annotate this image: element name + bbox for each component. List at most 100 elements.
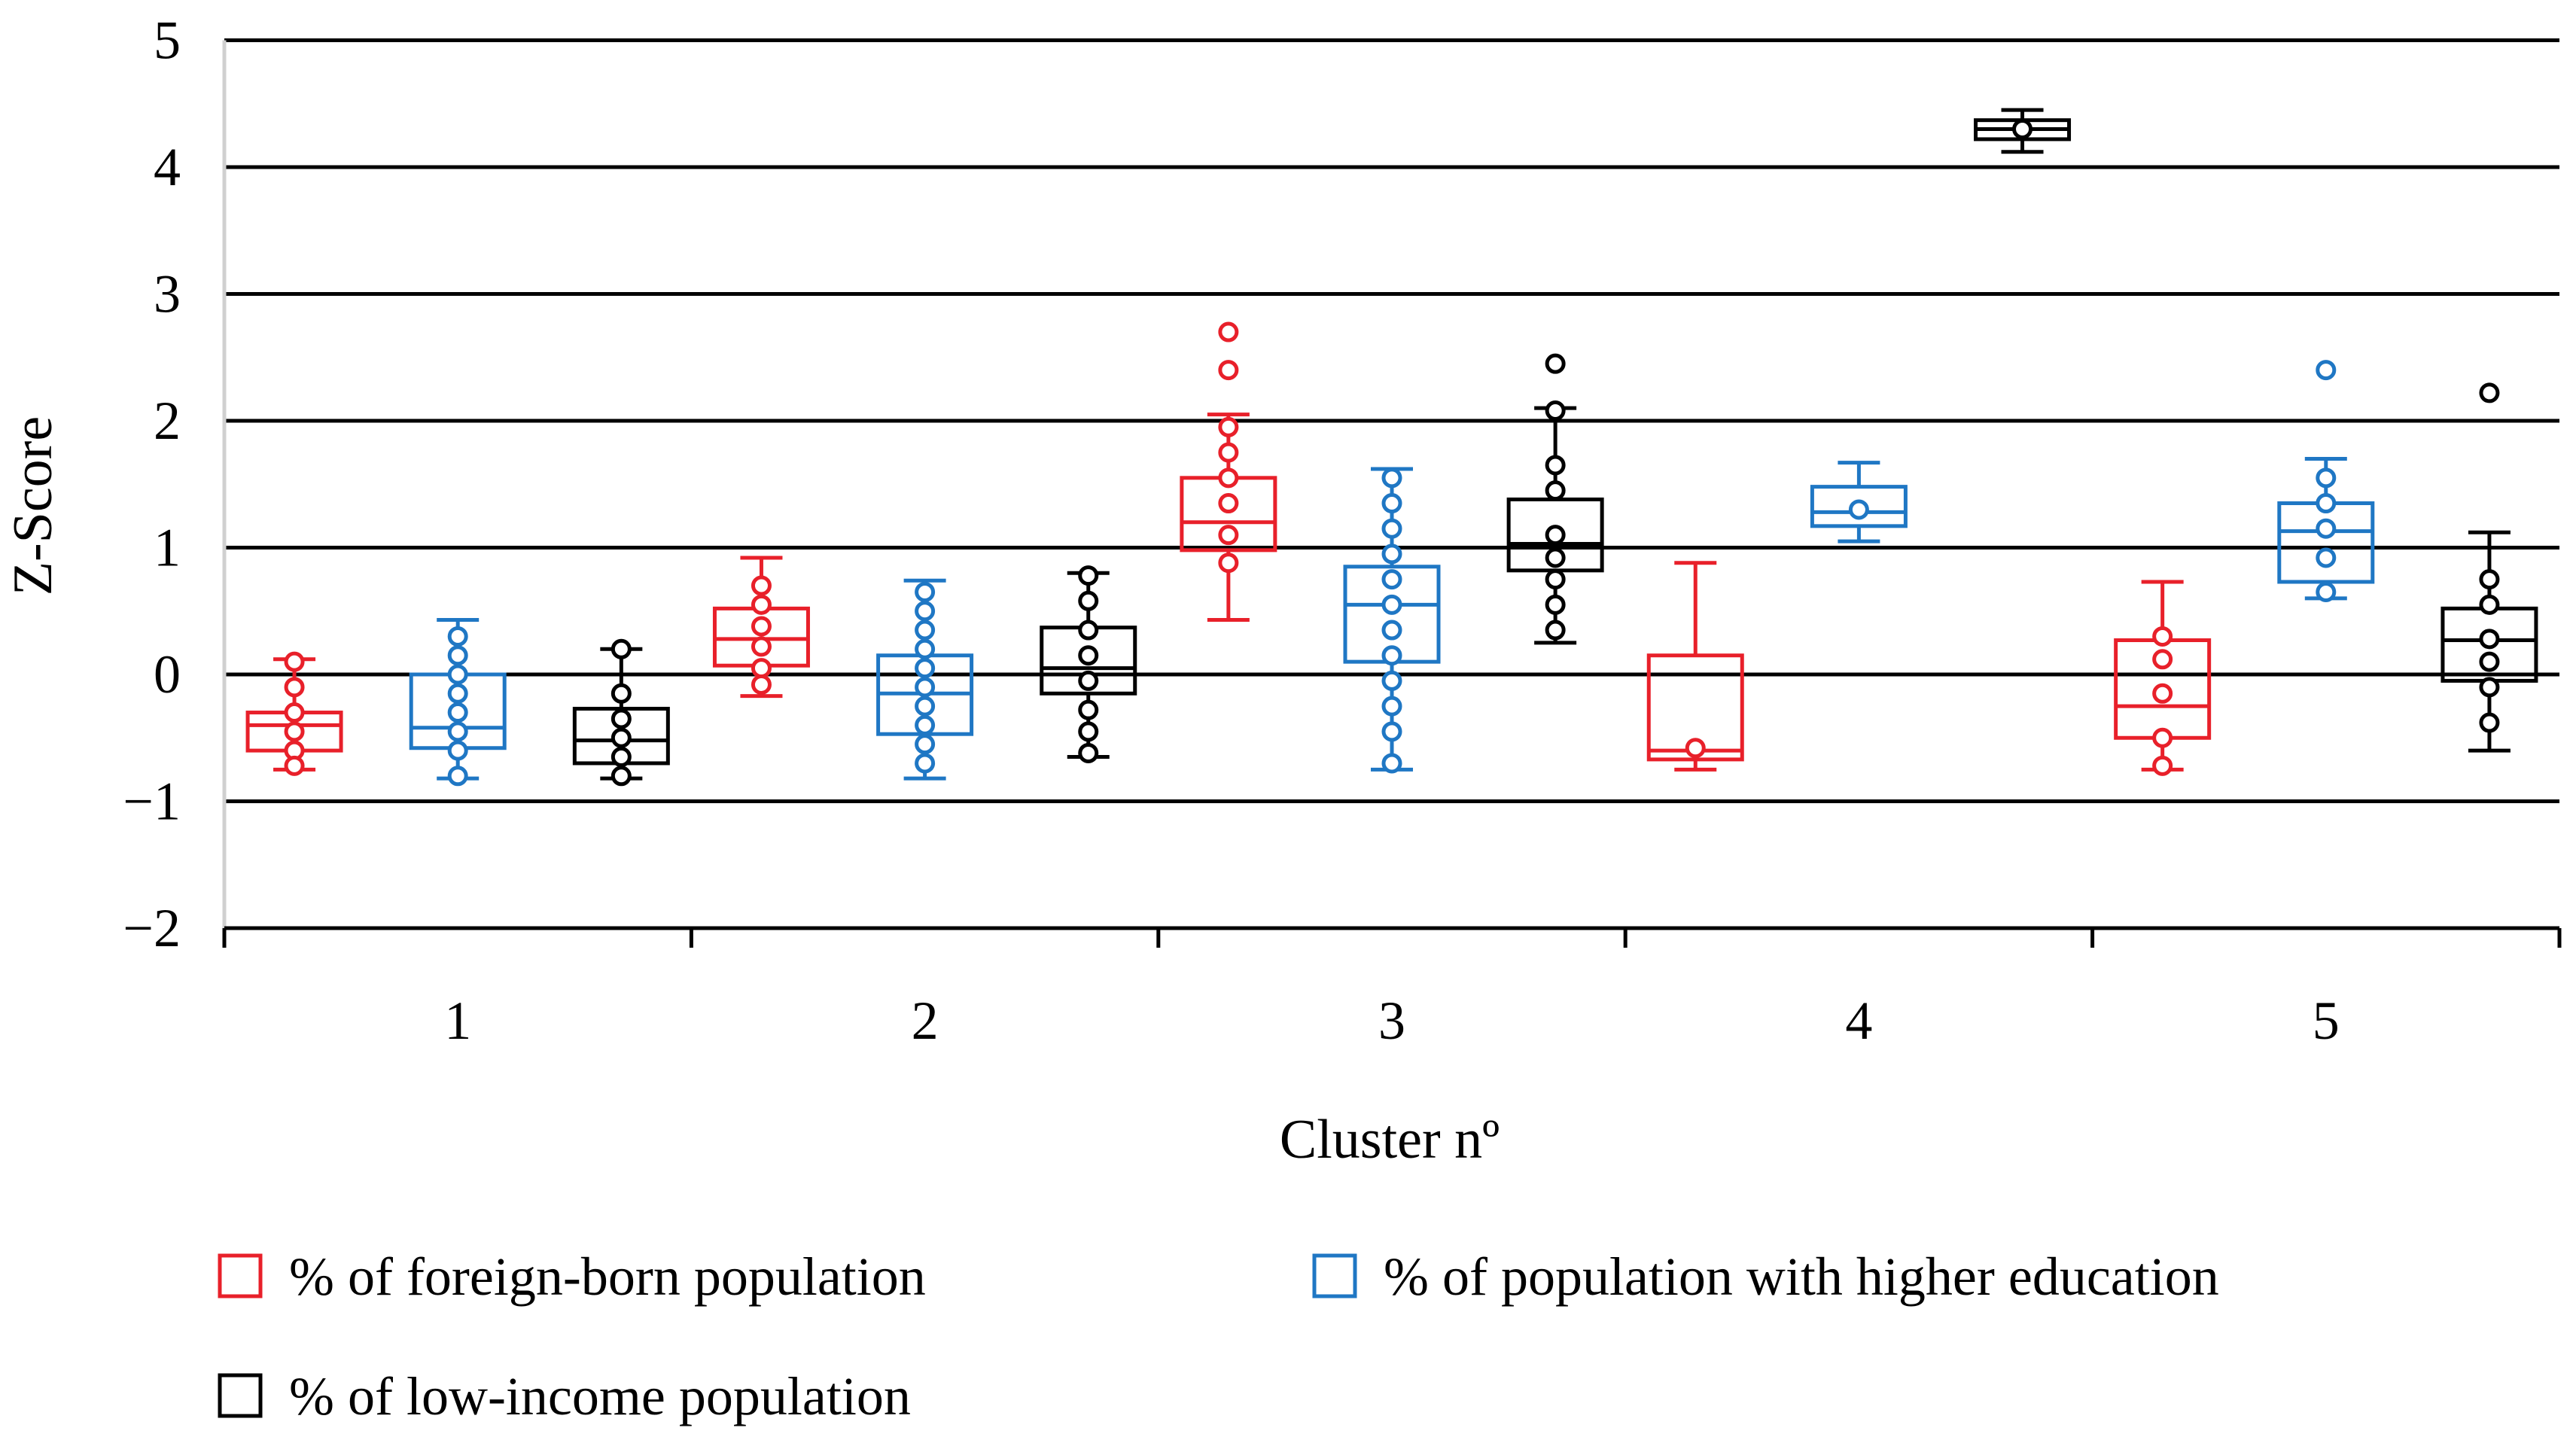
legend: % of foreign-born population % of populat… (218, 1247, 2219, 1426)
data-point (1218, 321, 1239, 342)
data-point (1381, 543, 1402, 565)
data-point (915, 658, 936, 679)
data-point (2152, 683, 2173, 704)
box-series1-cluster-2 (712, 556, 810, 699)
legend-item-1: % of foreign-born population (218, 1247, 926, 1307)
box-series3-cluster-1 (572, 638, 670, 787)
data-point (2012, 118, 2033, 139)
box-iqr (2277, 501, 2375, 584)
data-point (915, 753, 936, 774)
axes: 5 4 3 2 1 0 −1 −2 1 2 3 4 5 (123, 11, 2562, 1051)
data-point (1381, 467, 1402, 489)
data-point (1218, 360, 1239, 381)
data-point (447, 721, 468, 742)
data-point (1381, 721, 1402, 742)
data-point (751, 594, 772, 615)
data-point (284, 755, 305, 776)
y-tick-label-4: 4 (154, 137, 181, 197)
data-point (751, 575, 772, 596)
data-point (1381, 645, 1402, 666)
data-point (2316, 493, 2337, 514)
x-tick-label-5: 5 (2313, 991, 2340, 1051)
box-series3-cluster-4 (1974, 108, 2072, 154)
data-point (1545, 569, 1566, 590)
data-point (2316, 547, 2337, 568)
data-point (1381, 493, 1402, 514)
data-point (1218, 525, 1239, 546)
data-point (284, 702, 305, 723)
data-point (447, 740, 468, 761)
data-point (1078, 699, 1099, 720)
data-point (1078, 670, 1099, 691)
data-point (1381, 569, 1402, 590)
y-tick-label-5: 5 (154, 11, 181, 71)
data-point (2479, 629, 2500, 650)
data-point (2152, 727, 2173, 748)
data-point (1545, 525, 1566, 546)
data-point (611, 708, 632, 729)
legend-label: % of foreign-born population (289, 1247, 926, 1307)
y-tick-label-3: 3 (154, 264, 181, 324)
y-tick-label--1: −1 (123, 772, 181, 832)
data-point (1078, 565, 1099, 586)
data-point (2479, 382, 2500, 403)
data-point (284, 721, 305, 742)
x-tick-label-1: 1 (444, 991, 471, 1051)
series-3 (572, 108, 2538, 787)
data-point (447, 702, 468, 723)
data-point (284, 677, 305, 698)
data-point (447, 626, 468, 647)
axis-labels: Cluster nº Z-Score (2, 416, 1500, 1171)
data-point (1218, 416, 1239, 437)
data-point (915, 620, 936, 641)
data-point (1078, 742, 1099, 763)
data-point (2316, 360, 2337, 381)
data-point (751, 636, 772, 657)
data-point (447, 766, 468, 787)
data-point (1848, 499, 1869, 520)
data-point (2479, 569, 2500, 590)
box-series1-cluster-1 (245, 651, 343, 776)
data-point (1078, 590, 1099, 611)
box-series2-cluster-3 (1343, 467, 1441, 774)
data-point (1218, 467, 1239, 489)
x-tick-label-2: 2 (912, 991, 939, 1051)
data-point (1545, 455, 1566, 476)
data-point (1381, 594, 1402, 615)
data-point (2152, 626, 2173, 647)
data-point (611, 766, 632, 787)
data-point (2479, 677, 2500, 698)
box-iqr (1646, 653, 1744, 762)
data-point (284, 651, 305, 672)
data-point (1381, 518, 1402, 539)
x-tick-label-4: 4 (1845, 991, 1872, 1051)
data-point (2152, 649, 2173, 670)
data-point (1381, 670, 1402, 691)
data-point (1218, 553, 1239, 574)
box-series2-cluster-1 (409, 618, 507, 787)
data-point (1381, 696, 1402, 717)
legend-item-2: % of population with higher education (1312, 1247, 2219, 1307)
data-point (915, 638, 936, 659)
box-iqr (1810, 485, 1908, 528)
box-series1-cluster-5 (2114, 580, 2212, 776)
y-tick-label-1: 1 (154, 518, 181, 578)
data-point (1381, 620, 1402, 641)
y-tick-label-0: 0 (154, 644, 181, 705)
box-series3-cluster-5 (2441, 382, 2538, 753)
data-point (611, 683, 632, 704)
data-point (915, 734, 936, 755)
legend-swatch (1312, 1253, 1357, 1298)
legend-swatch (218, 1373, 263, 1418)
data-point (1545, 547, 1566, 568)
data-point (915, 581, 936, 602)
data-point (1218, 442, 1239, 463)
box-series2-cluster-2 (876, 578, 974, 781)
x-tick-label-3: 3 (1378, 991, 1405, 1051)
data-point (611, 638, 632, 659)
data-point (1078, 645, 1099, 666)
box-series2-cluster-5 (2277, 360, 2375, 602)
data-point (2316, 518, 2337, 539)
data-point (2479, 712, 2500, 733)
